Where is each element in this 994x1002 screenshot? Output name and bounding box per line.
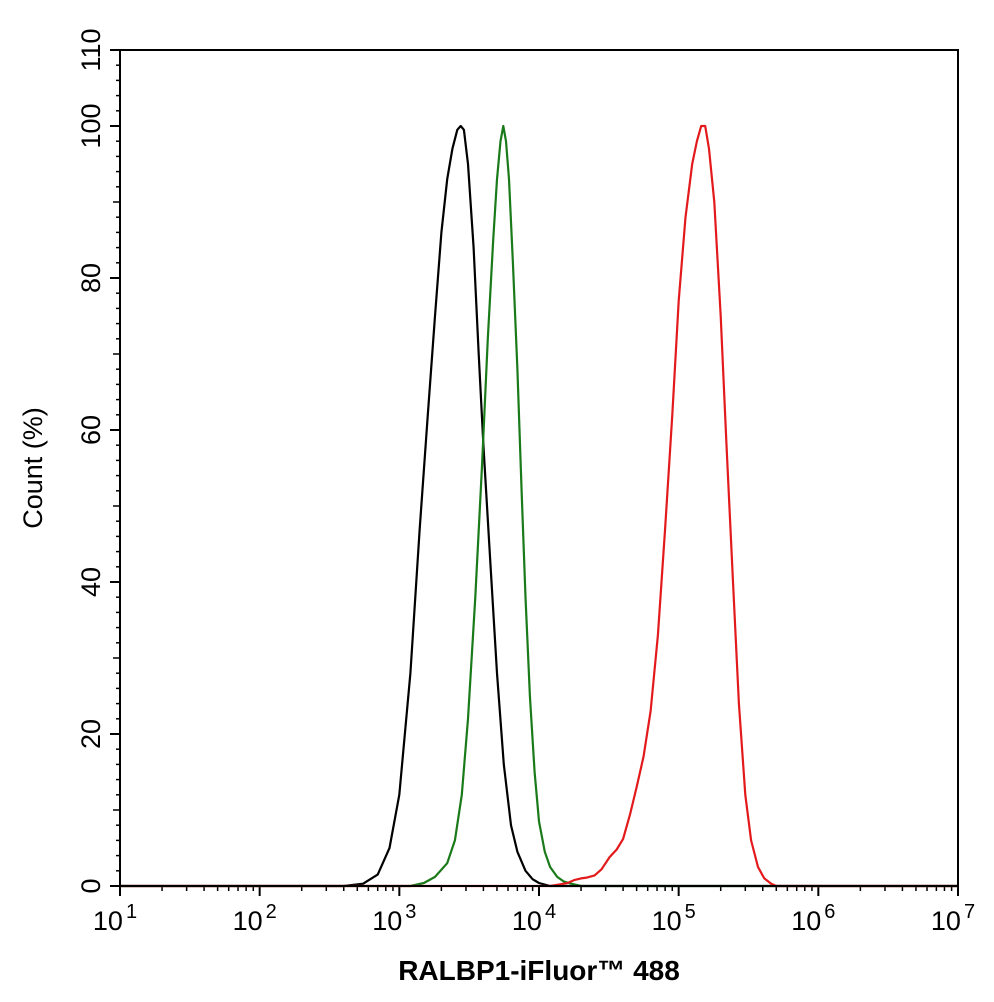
y-tick-label: 100 [76,103,106,148]
x-axis-title: RALBP1-iFluor™ 488 [398,955,680,986]
series-line-2 [120,124,958,888]
series-line-1 [120,124,958,888]
x-tick-label: 10 2 [233,901,277,936]
y-tick-label: 40 [76,567,106,597]
x-tick-label: 10 4 [512,901,556,936]
x-tick-label: 10 6 [791,901,835,936]
x-tick-label: 10 7 [931,901,975,936]
x-tick-label: 10 3 [372,901,416,936]
series-line-3 [120,124,958,888]
y-tick-label: 20 [76,719,106,749]
y-tick-label: 110 [76,28,106,71]
x-tick-label: 10 5 [652,901,696,936]
y-tick-label: 0 [76,878,106,893]
y-tick-label: 80 [76,263,106,293]
plot-frame [119,49,959,887]
x-tick-label: 10 1 [93,901,137,936]
y-axis-title: Count (%) [18,407,48,529]
y-tick-label: 60 [76,415,106,445]
